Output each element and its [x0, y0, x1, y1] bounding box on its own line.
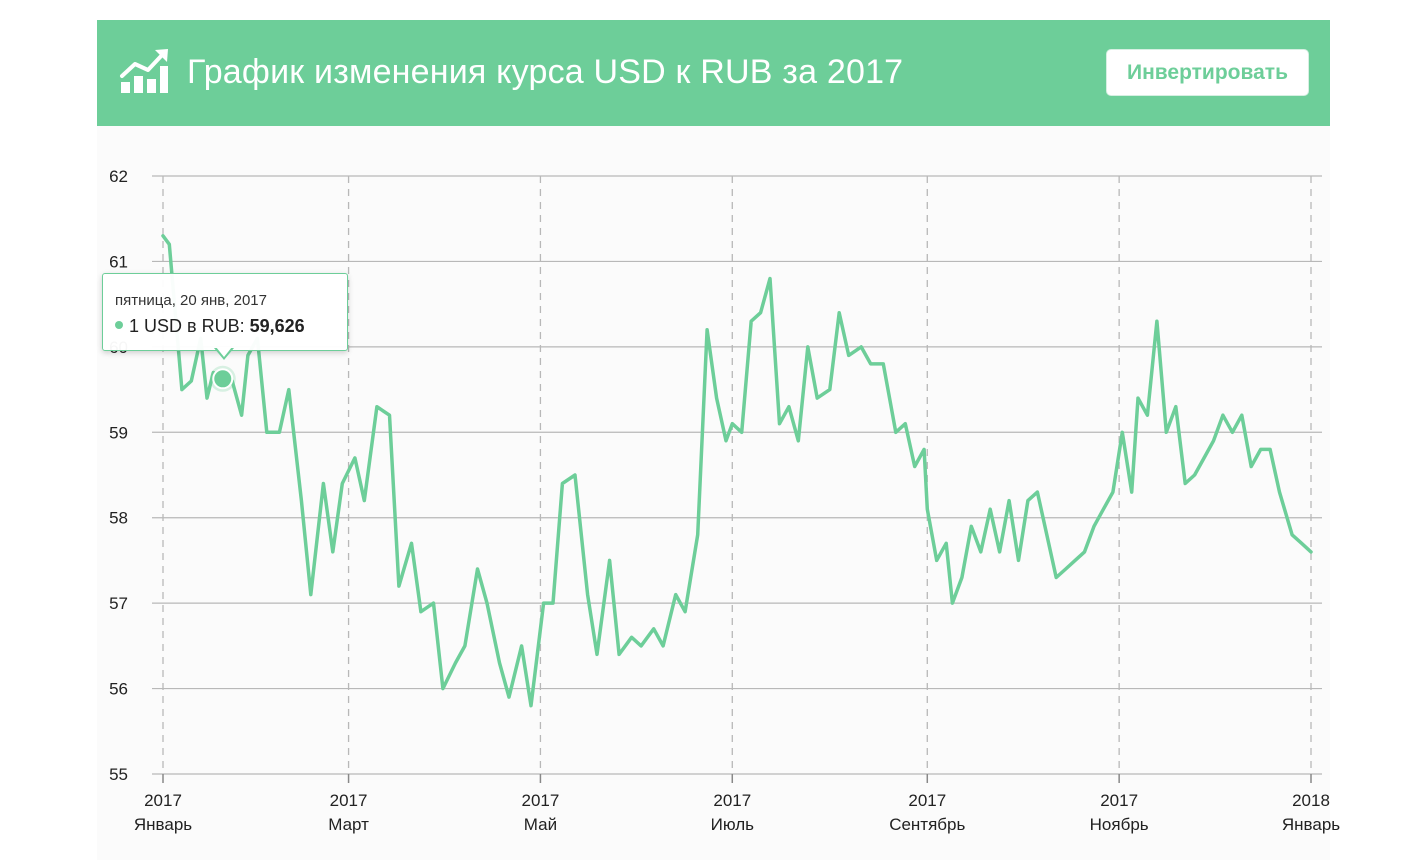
y-tick-label: 62 [109, 167, 128, 186]
y-tick-label: 61 [109, 252, 128, 271]
tooltip-series-label: 1 USD в RUB: [129, 316, 250, 336]
tooltip: пятница, 20 янв, 2017 1 USD в RUB: 59,62… [102, 273, 348, 360]
y-tick-label: 57 [109, 594, 128, 613]
highlight-point [212, 368, 234, 390]
tooltip-row: 1 USD в RUB: 59,626 [115, 316, 305, 337]
y-tick-label: 58 [109, 509, 128, 528]
y-tick-label: 56 [109, 680, 128, 699]
x-tick-label-month: Январь [134, 815, 192, 834]
x-tick-label-year: 2017 [713, 791, 751, 810]
y-tick-label: 59 [109, 423, 128, 442]
x-tick-label-year: 2017 [908, 791, 946, 810]
x-tick-label-month: Январь [1282, 815, 1340, 834]
series-dot-icon [115, 321, 123, 329]
x-tick-label-month: Март [328, 815, 369, 834]
tooltip-date: пятница, 20 янв, 2017 [115, 292, 267, 309]
x-tick-label-month: Май [524, 815, 557, 834]
x-tick-label-year: 2018 [1292, 791, 1330, 810]
invert-button[interactable]: Инвертировать [1106, 49, 1309, 96]
axes: 55565758596061622017Январь2017Март2017Ма… [109, 167, 1340, 834]
growth-chart-icon [120, 49, 168, 93]
grid [152, 175, 1322, 774]
page-title: График изменения курса USD к RUB за 2017 [187, 53, 904, 91]
x-tick-label-year: 2017 [330, 791, 368, 810]
tooltip-value: 59,626 [249, 316, 305, 336]
x-tick-label-month: Июль [711, 815, 755, 834]
x-tick-label-year: 2017 [144, 791, 182, 810]
usd-rub-line [161, 234, 1313, 708]
x-tick-label-month: Сентябрь [889, 815, 965, 834]
highlight-layer [209, 365, 236, 392]
chart-header: График изменения курса USD к RUB за 2017… [97, 20, 1330, 126]
y-tick-label: 55 [109, 765, 128, 784]
x-tick-label-year: 2017 [522, 791, 560, 810]
series-line-layer [161, 234, 1313, 708]
x-tick-label-year: 2017 [1100, 791, 1138, 810]
tooltip-arrow [214, 347, 234, 360]
x-tick-label-month: Ноябрь [1090, 815, 1149, 834]
